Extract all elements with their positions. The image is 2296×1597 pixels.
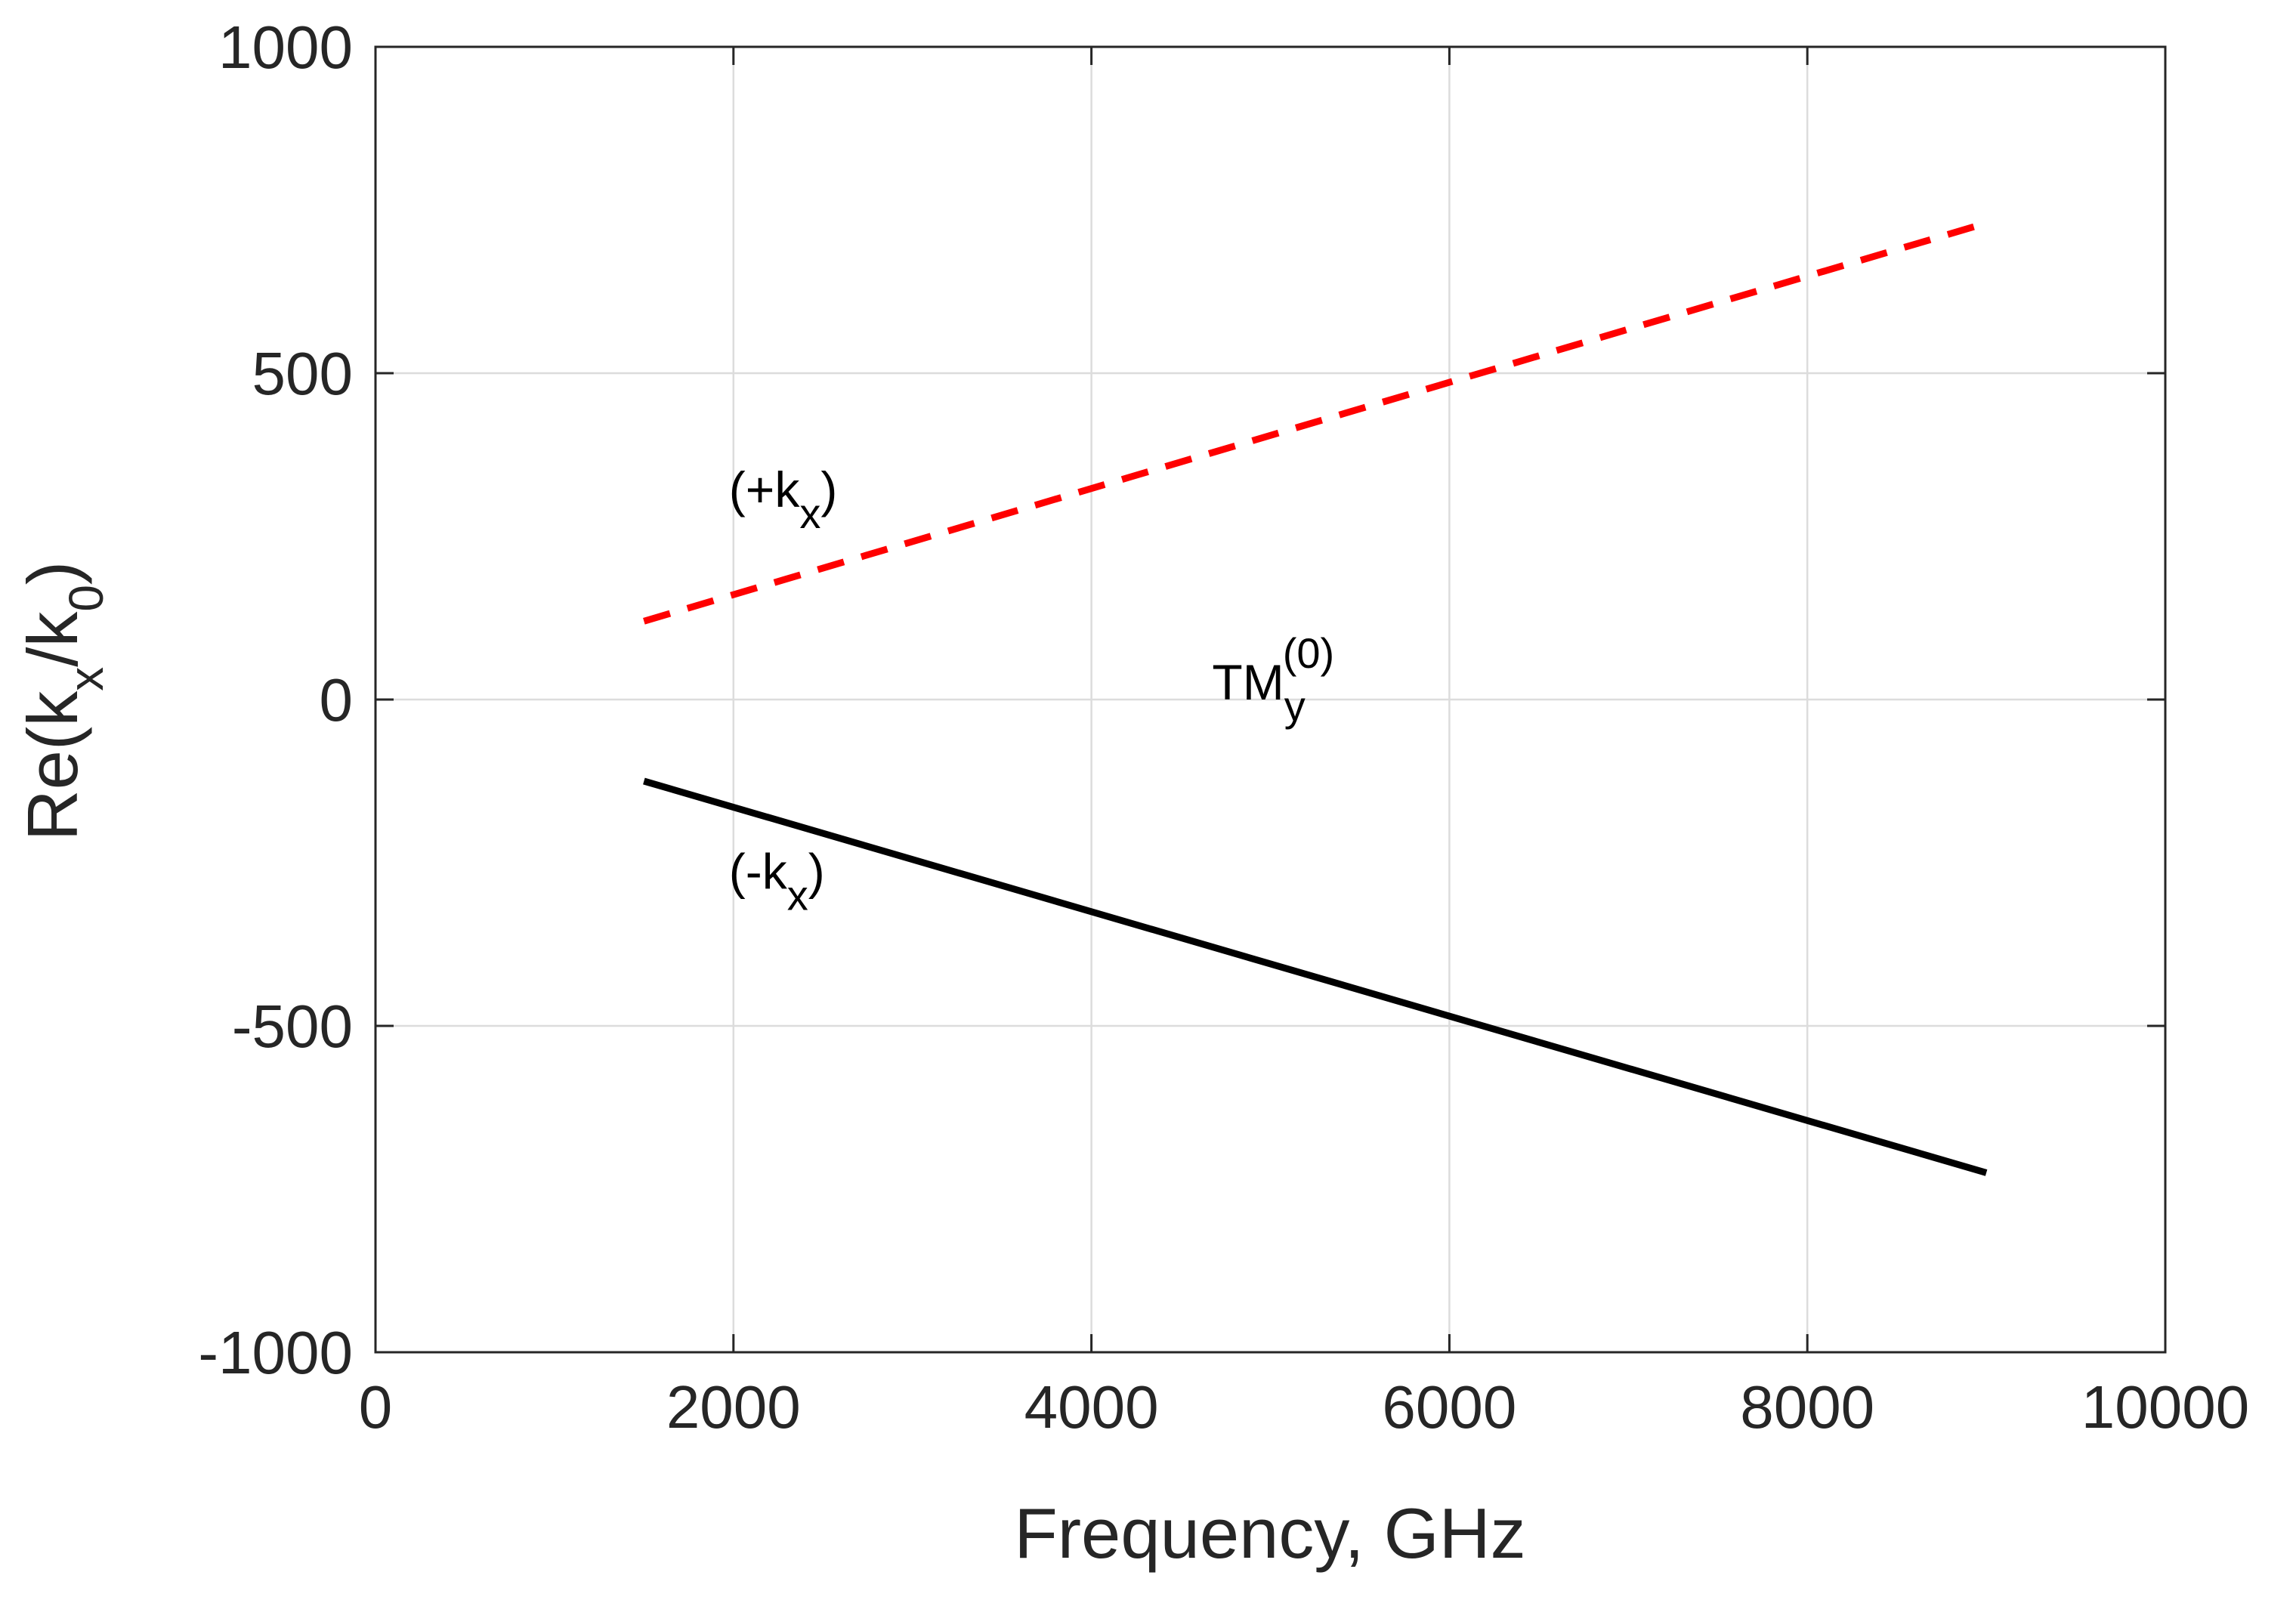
- y-tick-label: -1000: [198, 1319, 353, 1386]
- x-tick-label: 6000: [1382, 1373, 1516, 1441]
- y-tick-label: 0: [320, 666, 354, 734]
- x-tick-label: 10000: [2081, 1373, 2249, 1441]
- series-line-minus-kx: [643, 777, 1988, 1176]
- tick-layer: 0 2000 4000 6000 8000 10000 1000 500 0 -500 -1000: [198, 14, 2249, 1441]
- y-axis-label: Re(kx/k0): [13, 561, 113, 842]
- y-tick-label: 1000: [218, 14, 353, 81]
- x-axis-label: Frequency, GHz: [1014, 1494, 1525, 1573]
- series-line-plus-kx: [643, 219, 1988, 625]
- annotation-minus-kx: (-kx): [729, 844, 825, 919]
- series-layer: [643, 219, 1988, 1176]
- annotation-plus-kx: (+kx): [729, 462, 838, 537]
- x-tick-label: 2000: [666, 1373, 801, 1441]
- grid-layer: [375, 47, 2165, 1352]
- y-tick-label: -500: [232, 993, 353, 1060]
- y-tick-label: 500: [252, 340, 353, 407]
- x-tick-label: 8000: [1740, 1373, 1874, 1441]
- annotation-mode: TMy(0): [1212, 629, 1334, 730]
- x-tick-label: 0: [359, 1373, 393, 1441]
- x-tick-label: 4000: [1024, 1373, 1159, 1441]
